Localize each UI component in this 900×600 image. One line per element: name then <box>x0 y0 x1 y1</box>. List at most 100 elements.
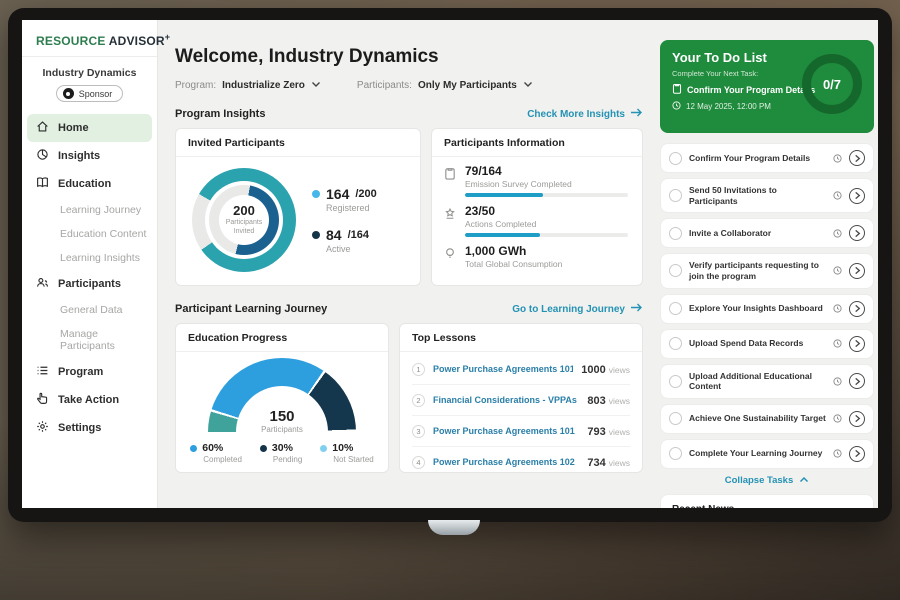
book-icon <box>36 176 49 192</box>
lesson-row: 3 Power Purchase Agreements 101 793 views <box>412 416 630 447</box>
arrow-right-icon <box>630 303 643 315</box>
todo-title: Your To Do List <box>672 50 767 65</box>
lesson-link[interactable]: Financial Considerations - VPPAs <box>433 395 577 405</box>
task-go-button[interactable] <box>849 410 865 427</box>
task-checkbox[interactable] <box>669 302 682 315</box>
check-more-insights-link[interactable]: Check More Insights <box>527 108 643 120</box>
task-checkbox[interactable] <box>669 412 682 426</box>
actions-progress-bar <box>465 233 628 237</box>
collapse-tasks-link[interactable]: Collapse Tasks <box>660 475 874 486</box>
clipboard-icon <box>672 83 682 96</box>
learning-journey-header: Participant Learning Journey Go to Learn… <box>175 303 643 315</box>
logo-primary: RESOURCE <box>36 34 106 48</box>
sidebar-item-program[interactable]: Program <box>22 358 157 386</box>
todo-header-card: Your To Do List Complete Your Next Task:… <box>660 40 874 133</box>
task-checkbox[interactable] <box>669 226 682 240</box>
logo-plus: + <box>164 32 171 42</box>
task-checkbox[interactable] <box>669 374 682 388</box>
donut-center-label: Participants Invited <box>225 219 263 235</box>
task-checkbox[interactable] <box>669 264 682 278</box>
consumption-stat: 1,000 GWh Total Global Consumption <box>444 244 628 269</box>
sidebar-item-home[interactable]: Home <box>27 114 152 142</box>
lesson-link[interactable]: Power Purchase Agreements 102 <box>433 457 575 467</box>
list-icon <box>36 364 49 380</box>
gauge-center-value: 150 <box>269 408 295 425</box>
todo-subtitle: Complete Your Next Task: <box>672 69 759 78</box>
action-hand-icon <box>36 392 49 408</box>
clock-icon <box>833 449 842 458</box>
legend-active: 84/164 Active <box>312 227 377 254</box>
task-go-button[interactable] <box>849 262 865 279</box>
home-icon <box>36 120 49 136</box>
sponsor-badge: Sponsor <box>22 85 157 102</box>
task-checkbox[interactable] <box>669 447 682 461</box>
sponsor-icon <box>62 88 74 99</box>
todo-next-task: Confirm Your Program Details <box>672 83 862 96</box>
legend-registered: 164/200 Registered <box>312 186 377 213</box>
sidebar-item-learning-journey[interactable]: Learning Journey <box>60 204 142 216</box>
task-checkbox[interactable] <box>669 189 682 203</box>
task-item[interactable]: Verify participants requesting to join t… <box>660 253 874 289</box>
sidebar-item-general-data[interactable]: General Data <box>60 304 123 316</box>
arrow-right-icon <box>630 108 643 120</box>
task-go-button[interactable] <box>849 300 865 317</box>
invited-donut-chart: 200 Participants Invited <box>192 168 296 272</box>
task-go-button[interactable] <box>849 187 865 204</box>
task-item[interactable]: Confirm Your Program Details <box>660 143 874 173</box>
task-item[interactable]: Upload Spend Data Records <box>660 328 874 359</box>
program-dropdown[interactable]: Program: Industrialize Zero <box>175 80 321 91</box>
invited-participants-title: Invited Participants <box>176 129 420 157</box>
task-item[interactable]: Upload Additional Educational Content <box>660 363 874 399</box>
invited-legend: 164/200 Registered 84/164 Active <box>312 186 377 254</box>
clock-icon <box>833 377 842 386</box>
task-checkbox[interactable] <box>669 151 682 165</box>
people-icon <box>36 276 49 292</box>
sidebar-item-participants[interactable]: Participants <box>22 270 157 298</box>
education-progress-card: Education Progress 150 Participants 60% <box>175 323 389 473</box>
lesson-link[interactable]: Power Purchase Agreements 101 <box>433 364 574 374</box>
legend-pending: 30% Pending <box>259 442 302 464</box>
task-go-button[interactable] <box>849 445 865 462</box>
participants-dropdown[interactable]: Participants: Only My Participants <box>357 80 533 91</box>
sidebar-item-take-action[interactable]: Take Action <box>22 386 157 414</box>
sidebar-item-manage-participants[interactable]: Manage Participants <box>60 328 115 352</box>
program-insights-header: Program Insights Check More Insights <box>175 108 643 120</box>
task-go-button[interactable] <box>849 373 865 390</box>
clock-icon <box>833 414 842 423</box>
app-logo: RESOURCE ADVISOR+ <box>22 20 170 57</box>
task-item[interactable]: Complete Your Learning Journey <box>660 438 874 469</box>
registered-dot-icon <box>312 190 320 198</box>
sidebar-item-insights[interactable]: Insights <box>22 142 157 170</box>
chevron-down-icon <box>311 80 321 91</box>
monitor-stand <box>428 520 480 535</box>
learning-journey-title: Participant Learning Journey <box>175 303 328 315</box>
lesson-link[interactable]: Power Purchase Agreements 101 <box>433 426 575 436</box>
recent-news-card: Recent News <box>660 493 874 508</box>
clock-icon <box>833 304 842 313</box>
task-item[interactable]: Invite a Collaborator <box>660 218 874 249</box>
chevron-up-icon <box>799 475 809 486</box>
pie-chart-icon <box>36 148 49 164</box>
legend-completed: 60% Completed <box>190 442 242 464</box>
task-go-button[interactable] <box>849 150 865 166</box>
sidebar-item-learning-insights[interactable]: Learning Insights <box>60 252 140 264</box>
lightbulb-icon <box>444 244 456 269</box>
clock-icon <box>833 191 842 200</box>
task-checkbox[interactable] <box>669 337 682 350</box>
sidebar-item-settings[interactable]: Settings <box>22 414 157 442</box>
task-go-button[interactable] <box>849 225 865 242</box>
todo-due-date: 12 May 2025, 12:00 PM <box>672 101 862 112</box>
task-item[interactable]: Send 50 Invitations to Participants <box>660 178 874 214</box>
sidebar-item-education[interactable]: Education <box>22 170 157 198</box>
participants-information-title: Participants Information <box>432 129 642 157</box>
sidebar: RESOURCE ADVISOR+ Industry Dynamics Spon… <box>22 20 170 508</box>
invited-participants-card: Invited Participants 200 Participants In… <box>175 128 421 286</box>
task-item[interactable]: Explore Your Insights Dashboard <box>660 293 874 324</box>
task-go-button[interactable] <box>849 335 865 352</box>
sidebar-item-education-content[interactable]: Education Content <box>60 228 147 240</box>
pending-dot-icon <box>259 444 267 452</box>
task-item[interactable]: Achieve One Sustainability Target <box>660 403 874 434</box>
education-legend: 60% Completed 30% Pending 10% Not Starte… <box>186 442 378 464</box>
go-to-learning-journey-link[interactable]: Go to Learning Journey <box>512 303 643 315</box>
clock-icon <box>833 339 842 348</box>
